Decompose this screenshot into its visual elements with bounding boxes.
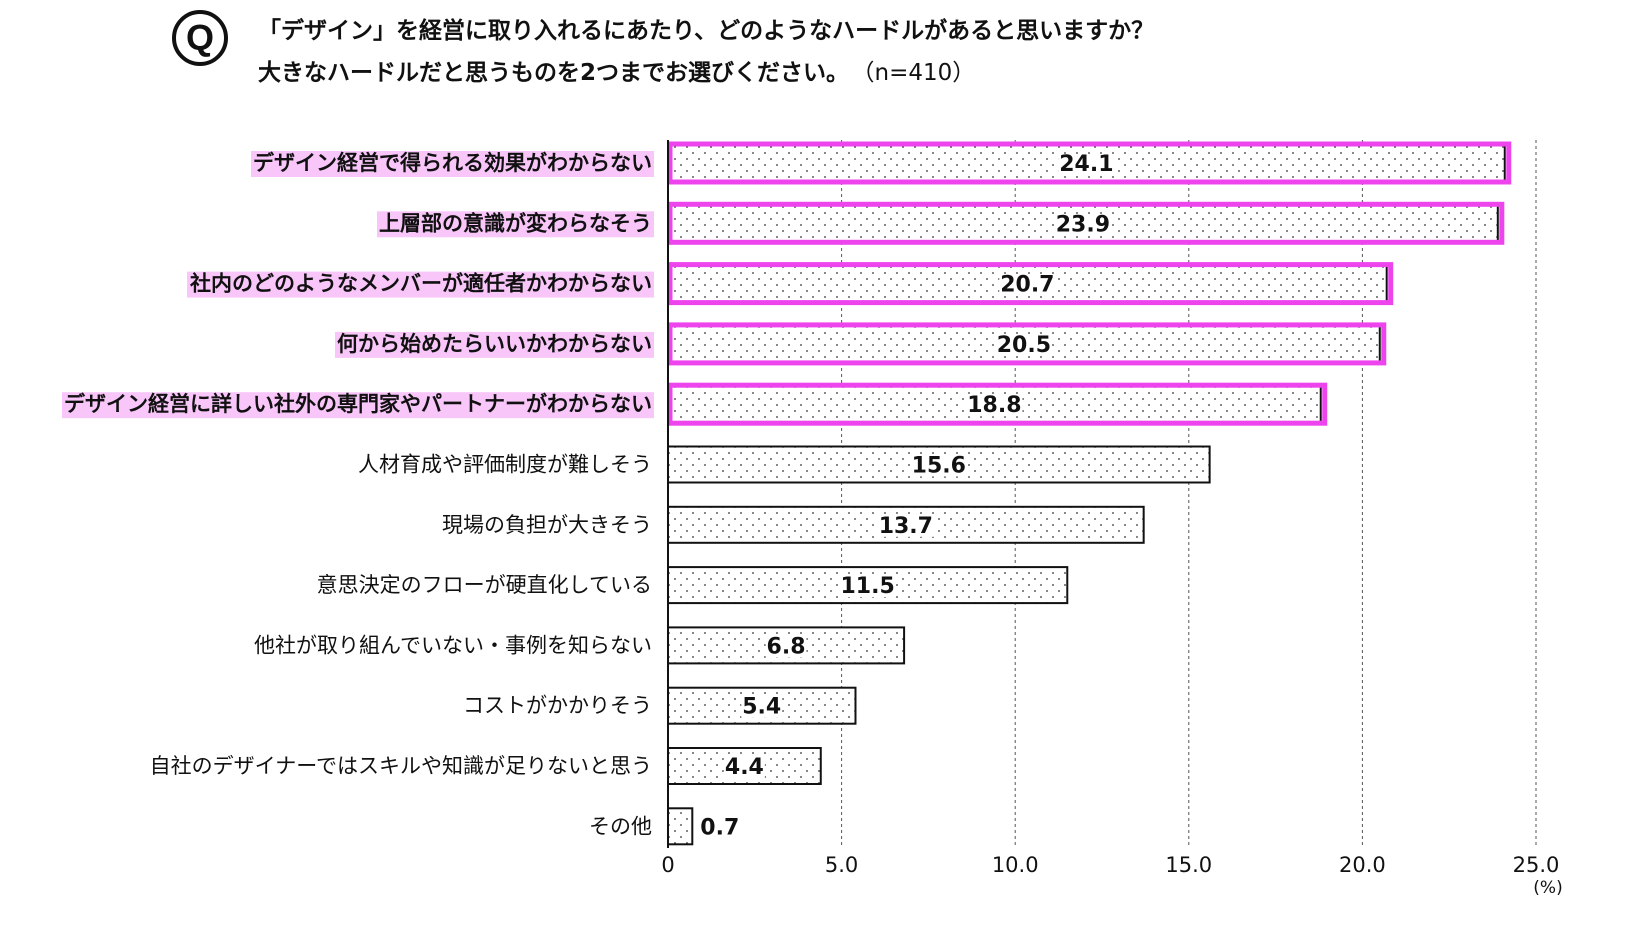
x-tick-label: 0 [661, 853, 674, 877]
value-label-bg [995, 334, 1053, 356]
question-line-2: 大きなハードルだと思うものを2つまでお選びください。 （n=410） [258, 52, 1154, 94]
question-badge: Q [172, 10, 228, 66]
value-label-bg [765, 636, 807, 658]
category-label: コストがかかりそう [463, 694, 652, 718]
question-line-1: 「デザイン」を経営に取り入れるにあたり、どのようなハードルがあると思いますか？ [258, 18, 1155, 44]
category-highlight [62, 392, 654, 419]
value-label-bg [839, 576, 896, 598]
bar-highlight-frame [667, 322, 1387, 366]
value-label: 6.8 [767, 634, 806, 659]
value-label-bg [966, 395, 1023, 417]
x-tick-label: 20.0 [1339, 853, 1386, 877]
bar-highlight-frame [667, 141, 1512, 185]
unit-label: (%) [1533, 878, 1562, 898]
bar-highlight-frame [667, 201, 1505, 245]
category-label: 意思決定のフローが硬直化している [317, 573, 652, 597]
x-tick-label: 25.0 [1513, 853, 1560, 877]
sample-size: （n=410） [863, 60, 976, 86]
value-label: 20.5 [997, 333, 1051, 358]
value-label-bg [723, 757, 765, 778]
value-label: 13.7 [879, 514, 933, 539]
value-label-bg [741, 696, 783, 718]
category-highlight [187, 271, 654, 298]
value-label: 4.4 [725, 755, 764, 780]
category-label: デザイン経営で得られる効果がわからない [253, 151, 652, 175]
category-label: 自社のデザイナーではスキルや知識が足りないと思う [150, 754, 652, 778]
category-highlight [251, 151, 654, 177]
bar [667, 807, 694, 846]
value-label-bg [910, 455, 967, 477]
category-label: 他社が取り組んでいない・事例を知らない [254, 633, 652, 657]
category-highlight [335, 331, 654, 358]
value-label: 5.4 [742, 695, 781, 720]
question-text: 「デザイン」を経営に取り入れるにあたり、どのようなハードルがあると思いますか？ … [258, 10, 1154, 94]
category-label: 現場の負担が大きそう [442, 513, 652, 537]
value-label: 20.7 [1000, 273, 1054, 298]
value-label: 23.9 [1056, 212, 1110, 237]
bar-highlight-frame [667, 382, 1328, 426]
category-highlight [377, 211, 654, 238]
category-label: 何から始めたらいいかわからない [337, 332, 652, 356]
value-label: 11.5 [840, 574, 894, 599]
value-label: 18.8 [967, 393, 1021, 418]
x-tick-label: 15.0 [1165, 853, 1212, 877]
value-label-bg [1058, 154, 1115, 175]
value-label-bg [877, 515, 934, 537]
category-label: 上層部の意識が変わらなそう [379, 211, 652, 235]
bar-highlight-frame [667, 262, 1394, 306]
value-label: 15.6 [912, 454, 966, 479]
value-label-bg [1054, 214, 1112, 236]
category-label: その他 [589, 814, 652, 838]
value-label: 24.1 [1059, 152, 1113, 177]
value-label: 0.7 [700, 815, 739, 840]
question-line-2-main: 大きなハードルだと思うものを2つまでお選びください。 [258, 60, 850, 86]
category-label: デザイン経営に詳しい社外の専門家やパートナーがわからない [64, 392, 652, 416]
x-tick-label: 5.0 [825, 853, 858, 877]
category-label: 人材育成や評価制度が難しそう [358, 453, 652, 477]
category-label: 社内のどのようなメンバーが適任者かわからない [189, 272, 652, 296]
x-tick-label: 10.0 [992, 853, 1039, 877]
value-label-bg [999, 274, 1056, 296]
